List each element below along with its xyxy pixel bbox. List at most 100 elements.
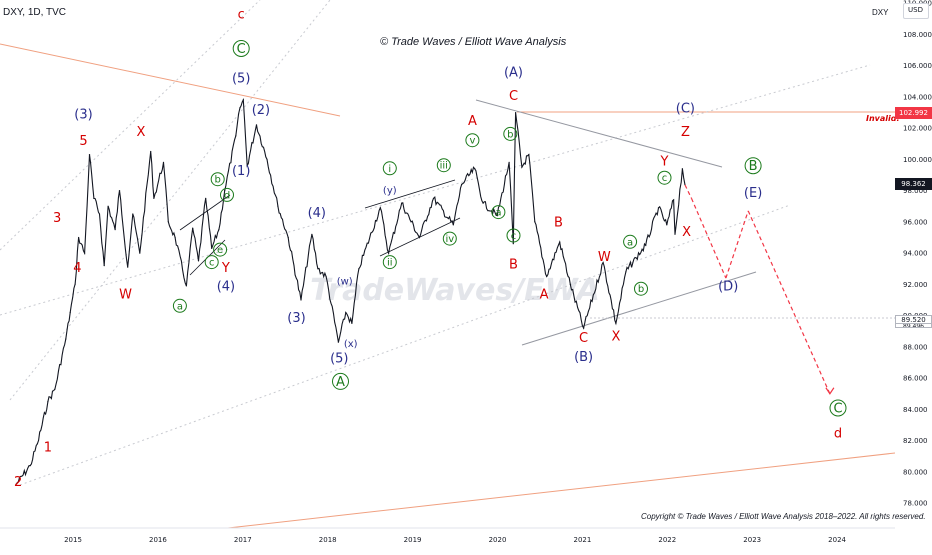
- wave-label: (5): [232, 72, 250, 87]
- price-point: [645, 244, 647, 246]
- wave-label: Y: [221, 261, 230, 276]
- price-point: [311, 233, 313, 235]
- price-point: [583, 327, 585, 329]
- y-tick-label: 84.000: [903, 406, 928, 414]
- wave-label: v: [469, 136, 475, 147]
- price-point: [185, 285, 187, 287]
- wave-label: a: [627, 237, 633, 248]
- wave-label: d: [834, 427, 842, 442]
- price-point: [337, 341, 339, 343]
- wave-label-circle: [491, 205, 506, 220]
- wave-label-circle: [442, 231, 457, 246]
- time-axis: 2015 2016 2017 2018 2019 2020 2021 2022 2023 2024: [0, 527, 895, 544]
- x-tick-label: 2016: [149, 536, 167, 544]
- x-tick-label: 2021: [573, 536, 591, 544]
- wave-label: X: [682, 225, 691, 240]
- price-point: [54, 388, 56, 390]
- wave-label-circle: [232, 40, 250, 57]
- price-point: [47, 401, 49, 403]
- wave-label: (x): [344, 339, 358, 350]
- price-point: [255, 124, 258, 126]
- price-point: [615, 322, 617, 324]
- y-tick-label: 94.000: [903, 250, 928, 258]
- projection-arrowhead: [825, 387, 835, 395]
- price-point: [317, 268, 319, 270]
- trendlines-layer: [0, 0, 896, 529]
- price-point: [345, 311, 347, 314]
- wave-label: C: [833, 402, 842, 417]
- wave-label: B: [749, 159, 758, 174]
- wave-label-circle: [503, 126, 518, 141]
- price-point: [132, 213, 134, 215]
- copyright-notice: Copyright © Trade Waves / Elliott Wave A…: [641, 512, 926, 521]
- projection-segment: [690, 198, 727, 279]
- price-point: [666, 224, 668, 226]
- price-point: [287, 236, 289, 239]
- wave-label: A: [540, 287, 549, 302]
- price-point: [167, 221, 169, 223]
- price-point: [114, 229, 116, 231]
- price-point: [84, 252, 86, 254]
- price-point: [150, 150, 152, 153]
- wave-label: (B): [574, 350, 593, 365]
- y-tick-label: 102.000: [903, 125, 932, 133]
- currency-badge[interactable]: USD: [903, 3, 929, 19]
- channel-y-upper: [364, 179, 456, 209]
- wave-label: iii: [440, 161, 448, 172]
- wave-label-circle: [744, 157, 762, 175]
- price-point: [559, 241, 561, 243]
- price-point: [482, 202, 484, 204]
- wave-label: (w): [337, 276, 353, 287]
- price-point: [88, 154, 91, 156]
- wave-label: (y): [383, 186, 397, 197]
- wave-label-circle: [213, 242, 228, 257]
- price-point: [242, 99, 244, 101]
- price-point: [546, 275, 548, 278]
- price-point: [266, 158, 268, 160]
- wave-label-circle: [204, 255, 219, 270]
- price-point: [239, 107, 241, 109]
- y-tick-label: 100.000: [903, 156, 932, 164]
- price-point: [508, 161, 510, 163]
- wave-label: (1): [232, 164, 250, 179]
- projection-segment: [725, 210, 749, 279]
- wave-label-circle: [829, 399, 847, 417]
- price-series-line: [15, 97, 686, 485]
- price-point: [534, 221, 536, 223]
- x-tick-label: 2024: [828, 536, 846, 544]
- price-point: [358, 268, 360, 270]
- background-watermark-text: TradeWaves/EWA: [310, 273, 600, 308]
- y-tick-label: 96.000: [903, 218, 928, 226]
- wave-label-circle: [332, 372, 349, 390]
- wave-label: ii: [387, 258, 393, 269]
- dotted-channel-rising: [0, 64, 871, 316]
- chart-watermark: © Trade Waves / Elliott Wave Analysis: [380, 36, 567, 48]
- y-tick-label: 104.000: [903, 93, 932, 101]
- x-tick-label: 2023: [743, 536, 761, 544]
- projection-segment: [684, 184, 693, 199]
- price-point: [197, 260, 200, 262]
- wave-label: (3): [287, 311, 305, 326]
- wave-label: c: [662, 173, 668, 184]
- price-point: [461, 183, 463, 185]
- wave-label: C: [509, 89, 518, 104]
- price-point: [496, 215, 498, 217]
- wave-label-circle: [623, 234, 638, 249]
- wave-label: (C): [676, 101, 695, 116]
- wave-label: C: [579, 331, 588, 346]
- wave-label: 3: [53, 211, 61, 226]
- background-watermark: TradeWaves/EWA: [310, 273, 600, 308]
- wave-label: (A): [504, 66, 523, 81]
- price-point: [625, 271, 627, 273]
- price-point: [673, 199, 675, 201]
- wave-labels-layer: cC(5)(2)(3)5X34W12(2)bdecY(4)a(1)(4)(3)(…: [0, 8, 847, 515]
- price-point: [36, 443, 39, 445]
- dotted-channel-upper: [9, 0, 331, 401]
- price-point: [418, 236, 420, 239]
- wave-label: W: [119, 287, 132, 302]
- y-tick-label: 88.000: [903, 343, 928, 351]
- price-point: [127, 266, 129, 268]
- price-tag-invalid: 102.992: [895, 107, 932, 119]
